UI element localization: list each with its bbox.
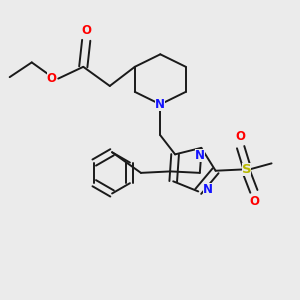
- Text: O: O: [47, 72, 57, 85]
- Text: N: N: [195, 149, 205, 162]
- Text: N: N: [155, 98, 165, 111]
- Text: O: O: [236, 130, 246, 143]
- Text: O: O: [249, 195, 259, 208]
- Text: S: S: [242, 163, 251, 176]
- Text: O: O: [81, 24, 91, 37]
- Text: N: N: [203, 184, 213, 196]
